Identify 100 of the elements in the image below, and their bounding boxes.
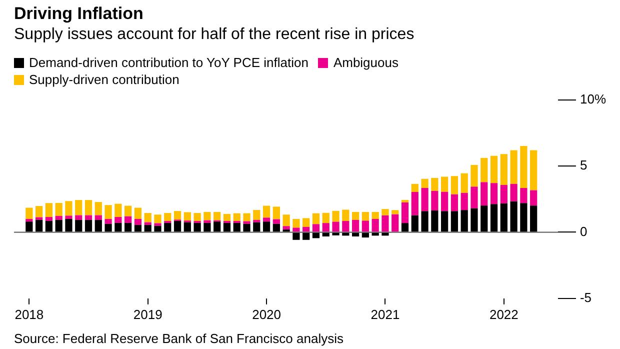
bar [174, 211, 182, 220]
bar [282, 226, 290, 230]
bar [84, 220, 92, 232]
bar [490, 204, 498, 232]
bar [421, 178, 428, 188]
bar [55, 220, 62, 232]
bar [332, 210, 340, 222]
bar [26, 222, 33, 232]
bar [55, 216, 62, 220]
bar [272, 219, 280, 224]
bar [372, 218, 379, 232]
bar [253, 220, 260, 222]
bar [35, 217, 43, 220]
bar [510, 184, 518, 202]
x-tick-label: 2018 [14, 306, 44, 322]
bar [480, 182, 488, 206]
legend-label: Demand-driven contribution to YoY PCE inflation [28, 54, 308, 71]
bar [421, 211, 428, 232]
bar [154, 214, 162, 224]
y-tick-label: 0 [580, 224, 588, 239]
bar [45, 203, 53, 217]
bar [214, 222, 221, 232]
bar [144, 224, 152, 232]
bar [470, 164, 478, 187]
bar [114, 204, 122, 217]
bar [441, 176, 448, 192]
bar [470, 208, 478, 232]
bar [114, 222, 122, 232]
bar [342, 220, 350, 232]
bar [55, 202, 62, 216]
x-tick-label: 2021 [370, 306, 400, 322]
bar [322, 232, 330, 236]
bar [243, 213, 250, 222]
y-tick-label: 5 [580, 158, 588, 173]
bar [253, 210, 260, 220]
bar [450, 211, 458, 232]
bar [411, 184, 418, 192]
bar [233, 213, 240, 221]
bar [322, 212, 330, 224]
bar [450, 176, 458, 194]
bar [94, 220, 102, 232]
bar [362, 232, 370, 238]
bar [312, 224, 320, 232]
bar [134, 218, 142, 225]
bar [352, 220, 360, 232]
bar [342, 232, 350, 236]
bar [144, 213, 152, 222]
bar [332, 232, 340, 236]
bar [214, 212, 221, 220]
bar [480, 206, 488, 232]
bar [500, 184, 508, 204]
bar [233, 222, 240, 232]
bar [322, 223, 330, 232]
bar [262, 206, 270, 218]
bar [372, 232, 379, 236]
bar [194, 213, 201, 221]
bar [441, 211, 448, 232]
bar [94, 215, 102, 220]
bar [184, 212, 191, 221]
bar [223, 222, 231, 232]
bar [530, 206, 538, 232]
y-tick-label: 10% [580, 91, 606, 106]
bar [372, 212, 379, 219]
bar [530, 190, 538, 206]
bar [292, 228, 300, 232]
bar [382, 209, 389, 216]
bar [500, 203, 508, 232]
bar [460, 173, 468, 193]
bar [124, 206, 132, 216]
bar [154, 223, 162, 226]
bar [204, 212, 211, 220]
bar [520, 146, 528, 188]
bar [65, 216, 72, 219]
bar [362, 212, 370, 221]
bar [45, 216, 53, 221]
bar [75, 220, 82, 232]
bar [84, 215, 92, 220]
bar [392, 210, 399, 214]
bar [480, 158, 488, 182]
bar [26, 208, 33, 219]
bar [104, 224, 112, 232]
bar [262, 218, 270, 222]
bar [65, 201, 72, 216]
bar [431, 178, 438, 191]
bar [84, 200, 92, 216]
bar [401, 223, 409, 232]
bar [411, 215, 418, 232]
bar [352, 212, 360, 220]
bar [332, 222, 340, 232]
bar [282, 214, 290, 226]
bar [75, 200, 82, 216]
bar [460, 192, 468, 210]
x-tick-label: 2022 [489, 306, 518, 322]
legend-label: Supply-driven contribution [28, 71, 180, 88]
chart-subtitle: Supply issues account for half of the recent rise in prices [14, 26, 414, 44]
bar [520, 203, 528, 232]
bar [164, 213, 172, 221]
bar [164, 222, 172, 232]
bar [75, 215, 82, 220]
bar [302, 232, 310, 240]
